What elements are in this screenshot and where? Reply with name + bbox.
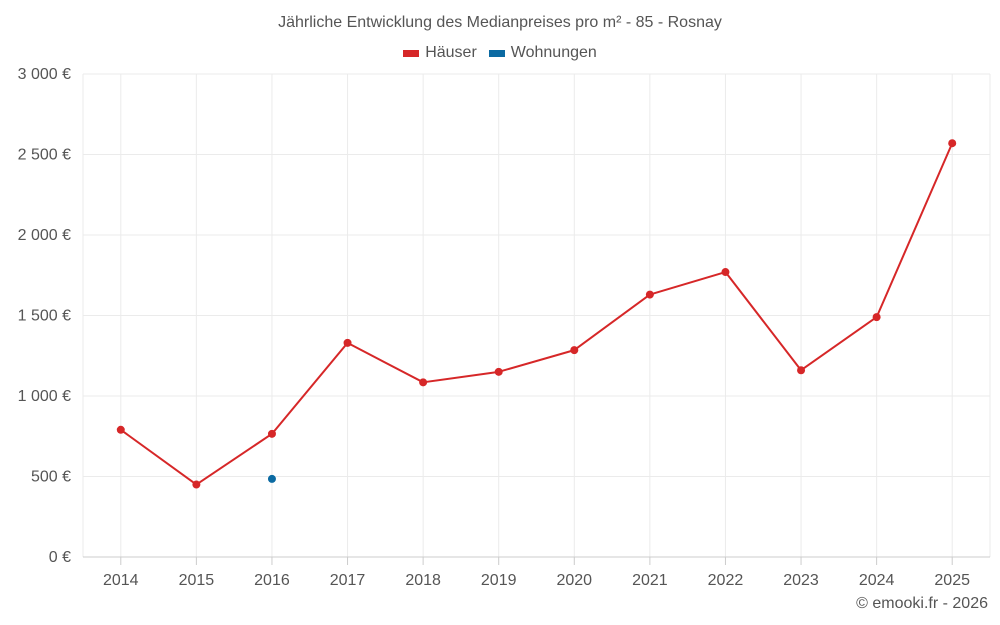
legend-swatch-wohnungen	[488, 49, 505, 57]
x-tick-label: 2018	[405, 572, 441, 589]
y-tick-label: 1 500 €	[18, 308, 71, 325]
data-point-haeuser	[116, 425, 125, 434]
y-tick-label: 1 000 €	[18, 388, 71, 405]
data-point-haeuser	[872, 313, 881, 322]
data-point-haeuser	[570, 346, 579, 355]
x-tick-label: 2025	[934, 572, 970, 589]
legend-swatch-haeuser	[403, 49, 420, 57]
y-tick-label: 0 €	[49, 549, 71, 566]
data-point-haeuser	[797, 366, 806, 375]
x-tick-label: 2014	[103, 572, 139, 589]
x-tick-label: 2021	[632, 572, 668, 589]
x-tick-label: 2024	[859, 572, 895, 589]
y-tick-label: 2 500 €	[18, 147, 71, 164]
data-point-haeuser	[721, 268, 730, 277]
y-tick-label: 3 000 €	[18, 66, 71, 83]
data-point-haeuser	[494, 367, 503, 376]
data-point-haeuser	[192, 480, 201, 489]
series-line-haeuser	[120, 142, 954, 486]
x-tick-label: 2020	[556, 572, 592, 589]
legend-item-haeuser[interactable]: Häuser	[403, 44, 477, 62]
credit-text: © emooki.fr - 2026	[856, 595, 988, 612]
legend: Häuser Wohnungen	[0, 44, 1000, 62]
x-tick-label: 2019	[481, 572, 517, 589]
data-point-haeuser	[343, 338, 352, 347]
legend-label-haeuser: Häuser	[425, 44, 477, 61]
data-point-haeuser	[948, 139, 957, 148]
x-tick-label: 2015	[179, 572, 215, 589]
x-tick-label: 2016	[254, 572, 290, 589]
chart-title: Jährliche Entwicklung des Medianpreises …	[278, 14, 722, 31]
data-point-haeuser	[267, 429, 276, 438]
x-tick-label: 2022	[708, 572, 744, 589]
y-tick-label: 2 000 €	[18, 227, 71, 244]
x-tick-label: 2023	[783, 572, 819, 589]
data-point-wohnungen	[267, 474, 276, 483]
x-tick-label: 2017	[330, 572, 366, 589]
legend-label-wohnungen: Wohnungen	[510, 44, 597, 61]
data-point-haeuser	[419, 378, 428, 387]
legend-item-wohnungen[interactable]: Wohnungen	[488, 44, 597, 62]
data-point-haeuser	[645, 290, 654, 299]
y-tick-label: 500 €	[31, 469, 71, 486]
